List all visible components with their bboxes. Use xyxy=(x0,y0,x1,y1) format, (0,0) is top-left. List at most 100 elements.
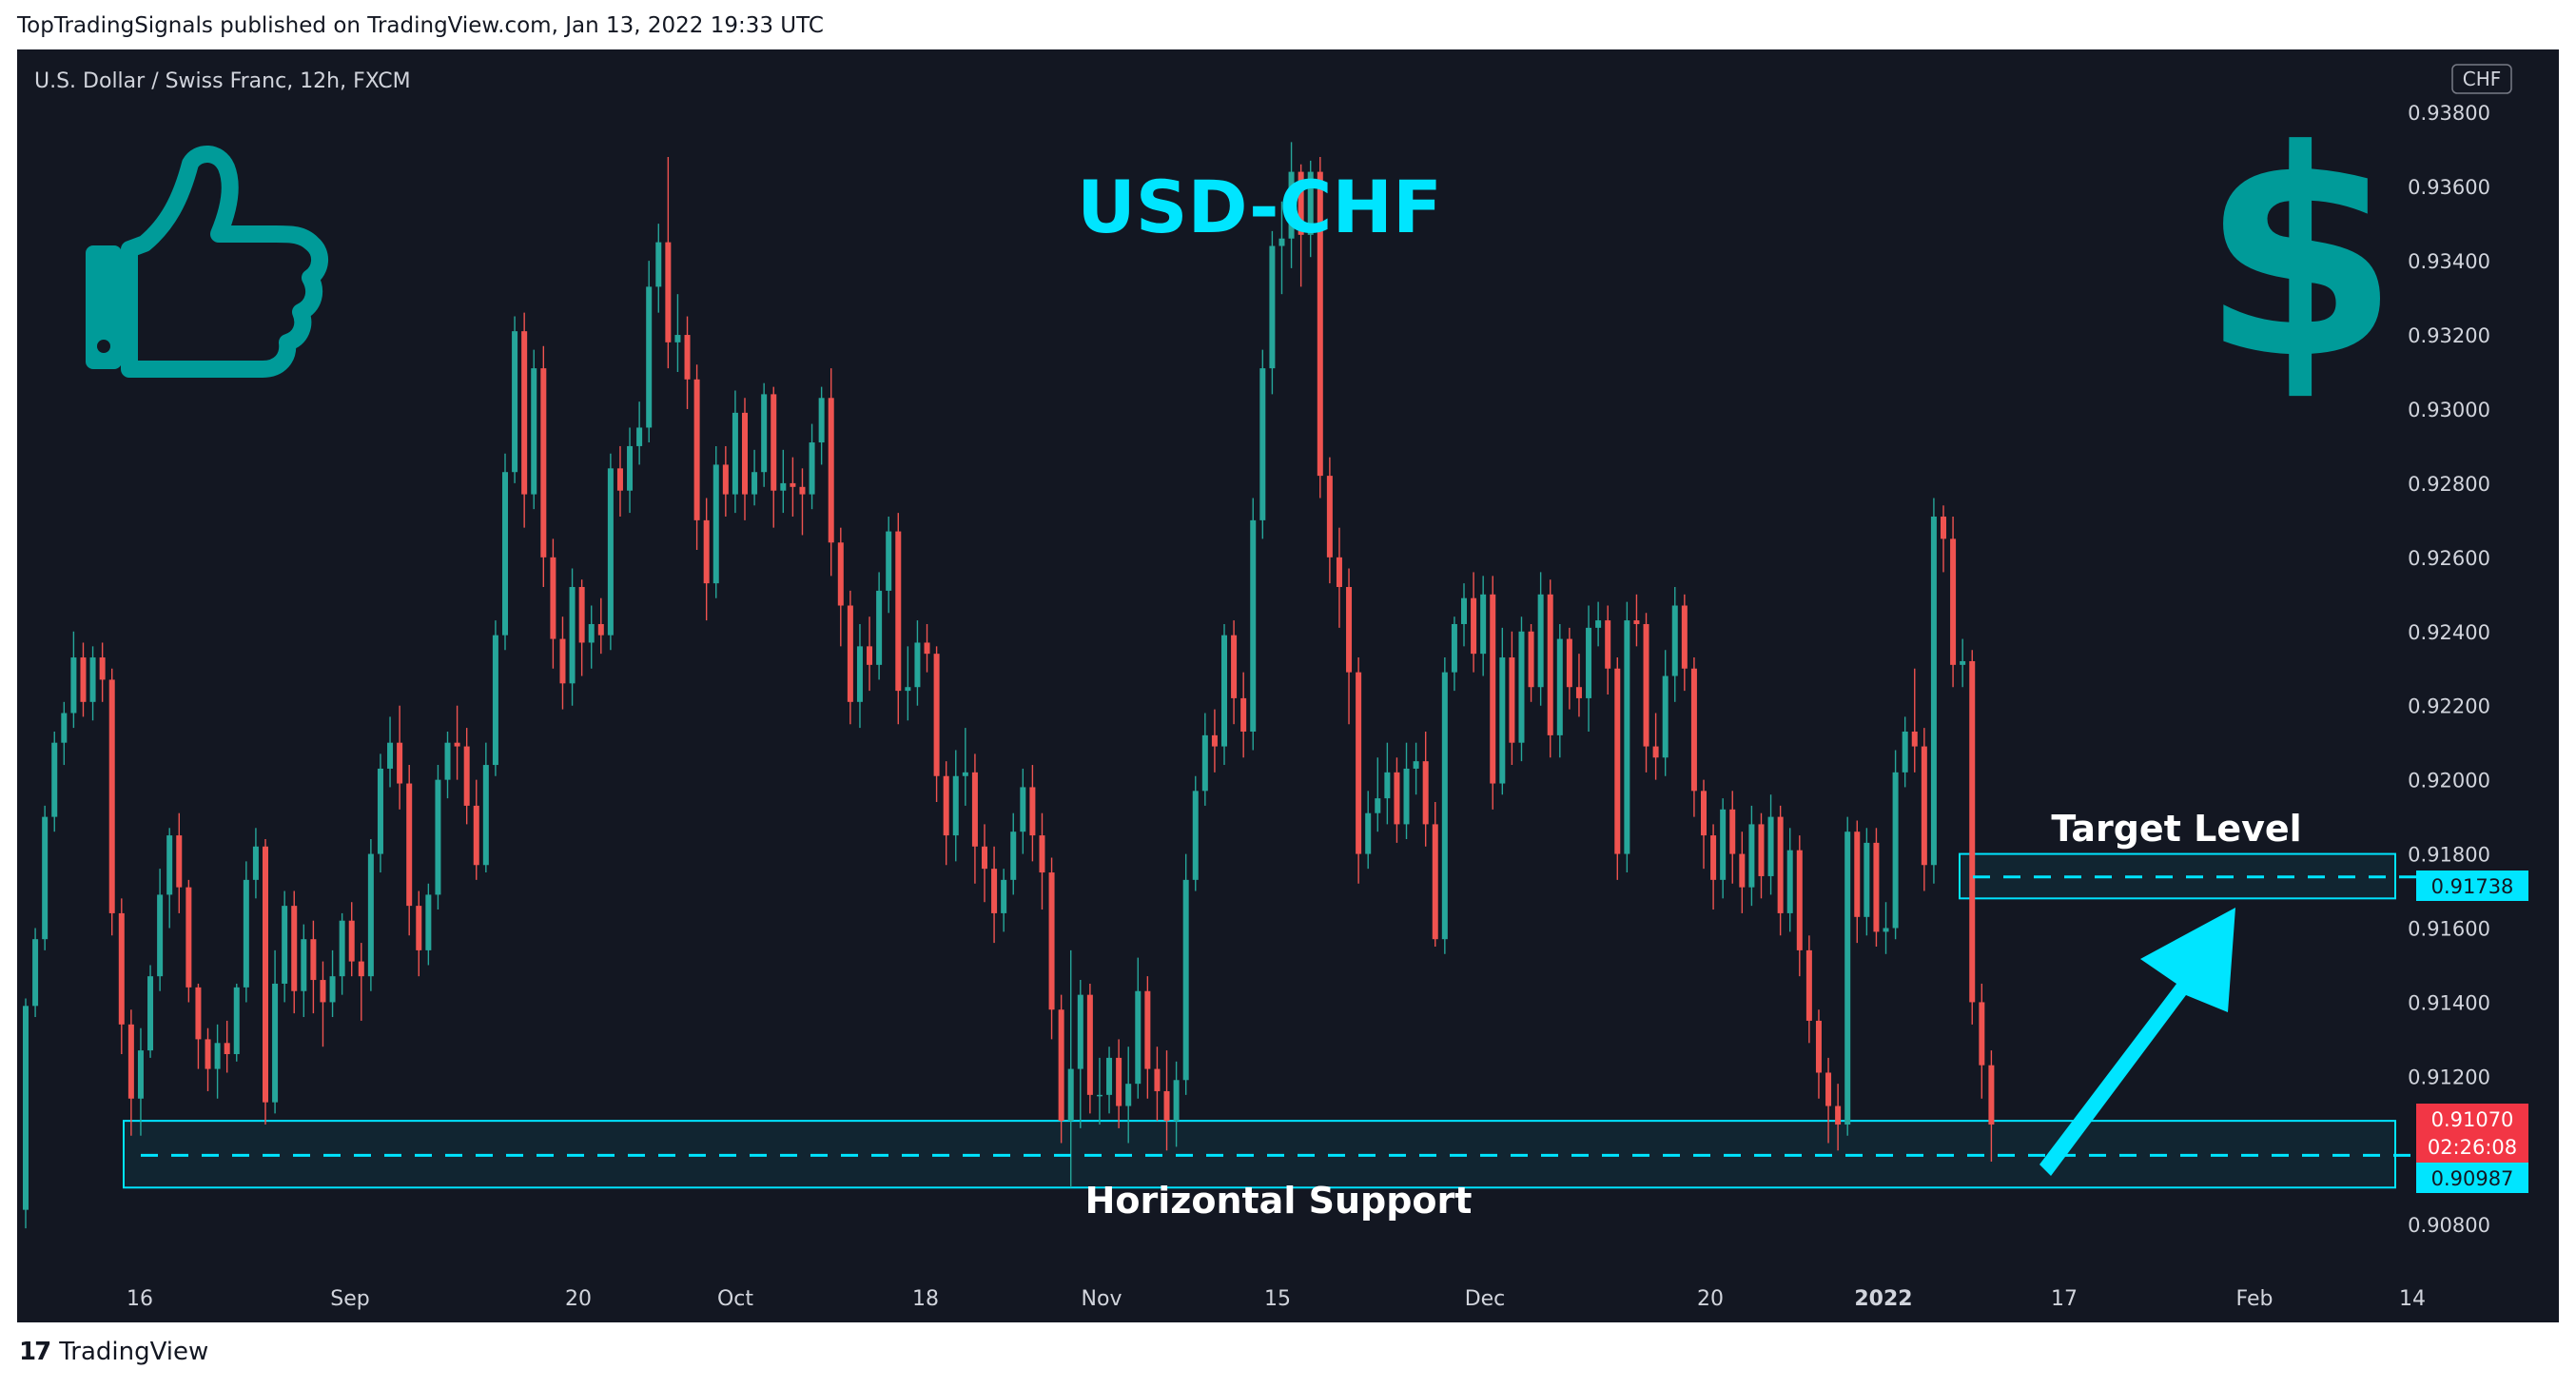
candle xyxy=(828,368,834,577)
candle-body xyxy=(425,894,432,950)
candle xyxy=(61,701,68,766)
candle-body xyxy=(1528,631,1534,688)
candle xyxy=(1029,765,1036,862)
candle xyxy=(1614,657,1621,880)
x-tick-label: Sep xyxy=(330,1287,369,1311)
candle-body xyxy=(1288,171,1295,239)
y-tick-label: 0.93000 xyxy=(2408,399,2490,421)
candle xyxy=(780,449,787,514)
price-label-last: 0.91070 02:26:08 xyxy=(2416,1104,2528,1163)
candle-body xyxy=(828,398,834,543)
candle-body xyxy=(1010,831,1017,880)
currency-badge[interactable]: CHF xyxy=(2451,64,2512,94)
candle-body xyxy=(1259,368,1266,520)
annotation-zones xyxy=(123,852,2396,1189)
candle xyxy=(377,753,383,873)
candle xyxy=(742,398,748,520)
candle-body xyxy=(1518,631,1525,743)
y-tick-label: 0.93200 xyxy=(2408,324,2490,347)
candle-body xyxy=(1480,594,1487,655)
candle-body xyxy=(569,587,576,684)
candle xyxy=(406,765,413,936)
candle xyxy=(712,445,719,598)
candle xyxy=(89,646,96,721)
candle-body xyxy=(1854,831,1861,917)
time-axis[interactable]: 16 Sep 20 Oct 18 Nov 15 Dec 20 2022 17 Feb 14 xyxy=(127,1287,2426,1311)
candle xyxy=(387,716,394,788)
candle-body xyxy=(1701,791,1707,836)
candle-body xyxy=(1269,245,1276,369)
candle-body xyxy=(492,635,498,766)
candle-body xyxy=(263,846,268,1103)
candle-body xyxy=(1001,879,1007,913)
candle-body xyxy=(550,557,556,639)
candle-body xyxy=(463,746,470,806)
x-tick-label: 15 xyxy=(1264,1287,1291,1311)
symbol-line: U.S. Dollar / Swiss Franc, 12h, FXCM xyxy=(34,69,411,93)
candle xyxy=(166,828,173,929)
candle xyxy=(1690,657,1697,817)
candlestick-chart[interactable]: $ U.S. Dollar / Swiss Franc, 12h, FXCM U… xyxy=(17,49,2559,1322)
candle-body xyxy=(1020,787,1026,832)
y-tick-label: 0.92800 xyxy=(2408,473,2490,496)
candle-body xyxy=(1356,672,1362,854)
candle xyxy=(1758,812,1765,899)
candle-body xyxy=(1211,734,1218,747)
candle-body xyxy=(703,519,710,584)
candle-body xyxy=(301,939,307,991)
candle xyxy=(425,883,432,966)
candle-body xyxy=(761,394,768,473)
candle xyxy=(1979,983,1985,1099)
candle-body xyxy=(674,335,681,342)
candle xyxy=(809,423,815,510)
candle-body xyxy=(1624,620,1630,854)
candle xyxy=(1039,812,1045,910)
target-level-label: Target Level xyxy=(2051,808,2301,850)
candle-body xyxy=(1988,1065,1995,1125)
candle-body xyxy=(1422,761,1429,825)
candle xyxy=(1950,516,1957,688)
candle-body xyxy=(905,687,911,692)
candle xyxy=(952,750,959,862)
candle-body xyxy=(1509,657,1515,743)
candle xyxy=(1240,672,1247,758)
candle-body xyxy=(1844,831,1851,1125)
candle-body xyxy=(1240,697,1247,732)
candle xyxy=(127,1009,134,1136)
candle xyxy=(886,516,892,614)
candle-body xyxy=(1154,1068,1161,1091)
candle-body xyxy=(1911,731,1918,747)
candle xyxy=(1902,716,1908,788)
candle-body xyxy=(1039,835,1045,873)
candle-body xyxy=(636,427,643,446)
candle xyxy=(1394,757,1400,843)
candle xyxy=(837,527,844,647)
x-tick-label: Dec xyxy=(1465,1287,1506,1311)
candle-body xyxy=(943,775,949,836)
x-tick-label: 14 xyxy=(2399,1287,2426,1311)
candle xyxy=(329,949,336,1018)
candle xyxy=(1346,568,1353,725)
candle-body xyxy=(1058,1009,1064,1122)
candle xyxy=(1106,1047,1113,1114)
candle-body xyxy=(1326,476,1333,558)
chart-panel[interactable]: $ U.S. Dollar / Swiss Franc, 12h, FXCM U… xyxy=(17,49,2559,1322)
price-axis[interactable]: 0.93800 0.93600 0.93400 0.93200 0.93000 0.928… xyxy=(2408,102,2490,1237)
candle-body xyxy=(1182,879,1189,1081)
candle xyxy=(1154,1047,1161,1122)
candle xyxy=(531,349,537,510)
candle-body xyxy=(1595,620,1602,628)
candle xyxy=(1480,576,1487,676)
candle xyxy=(205,1027,211,1091)
candle-body xyxy=(1375,798,1381,813)
candle-body xyxy=(1125,1084,1132,1106)
candle-body xyxy=(1298,171,1304,235)
candle xyxy=(70,631,77,729)
candle-body xyxy=(1969,660,1976,1003)
y-tick-label: 0.91200 xyxy=(2408,1066,2490,1088)
candle xyxy=(1307,160,1314,258)
candle xyxy=(1825,1057,1832,1144)
candle xyxy=(282,890,288,1003)
candle-body xyxy=(502,472,508,636)
price-label-support: 0.90987 xyxy=(2416,1163,2528,1193)
